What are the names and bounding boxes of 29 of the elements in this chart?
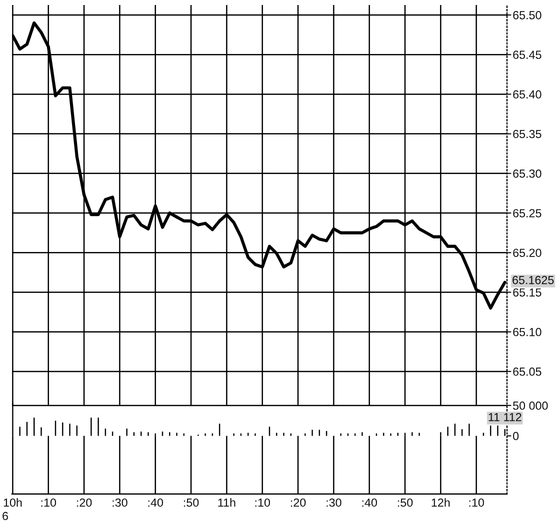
y-tick-label: 65.40 [513,90,542,99]
y-tick-label: 65.35 [513,130,542,138]
x-tick-label: :20 [290,498,306,507]
data-label: 65.1625 [512,276,554,284]
x-tick-label: :20 [76,498,92,507]
x-tick-label: 11h [218,498,236,507]
y-tick-label: 65.10 [513,328,542,336]
x-tick-label: :50 [184,498,199,507]
y-tick-label: 65.45 [513,50,542,59]
y-tick-label: 65.30 [513,169,542,178]
x-tick-label: :30 [326,498,342,507]
y-tick-label: 65.15 [513,288,542,297]
x-tick-label: :40 [148,498,164,507]
x-tick-label: :40 [362,498,377,507]
y-tick-label: 65.20 [513,248,542,257]
x-tick-label: :10 [41,498,56,507]
text: 6 [2,512,8,520]
y-tick-label: 65.50 [513,11,542,20]
y-tick-label: 65.25 [513,209,542,218]
y2-tick-label: 0 [513,432,519,440]
x-tick-label: :10 [255,498,270,507]
data-label: 11 112 [488,412,522,422]
y-tick-label: 65.05 [513,368,542,376]
x-tick-label: :30 [112,498,128,507]
x-tick-label: 10h [4,498,22,507]
y2-tick-label: 50 000 [513,402,548,410]
x-tick-label: :10 [469,498,484,507]
x-tick-label: 12h [432,498,450,507]
x-tick-label: :50 [398,498,413,507]
